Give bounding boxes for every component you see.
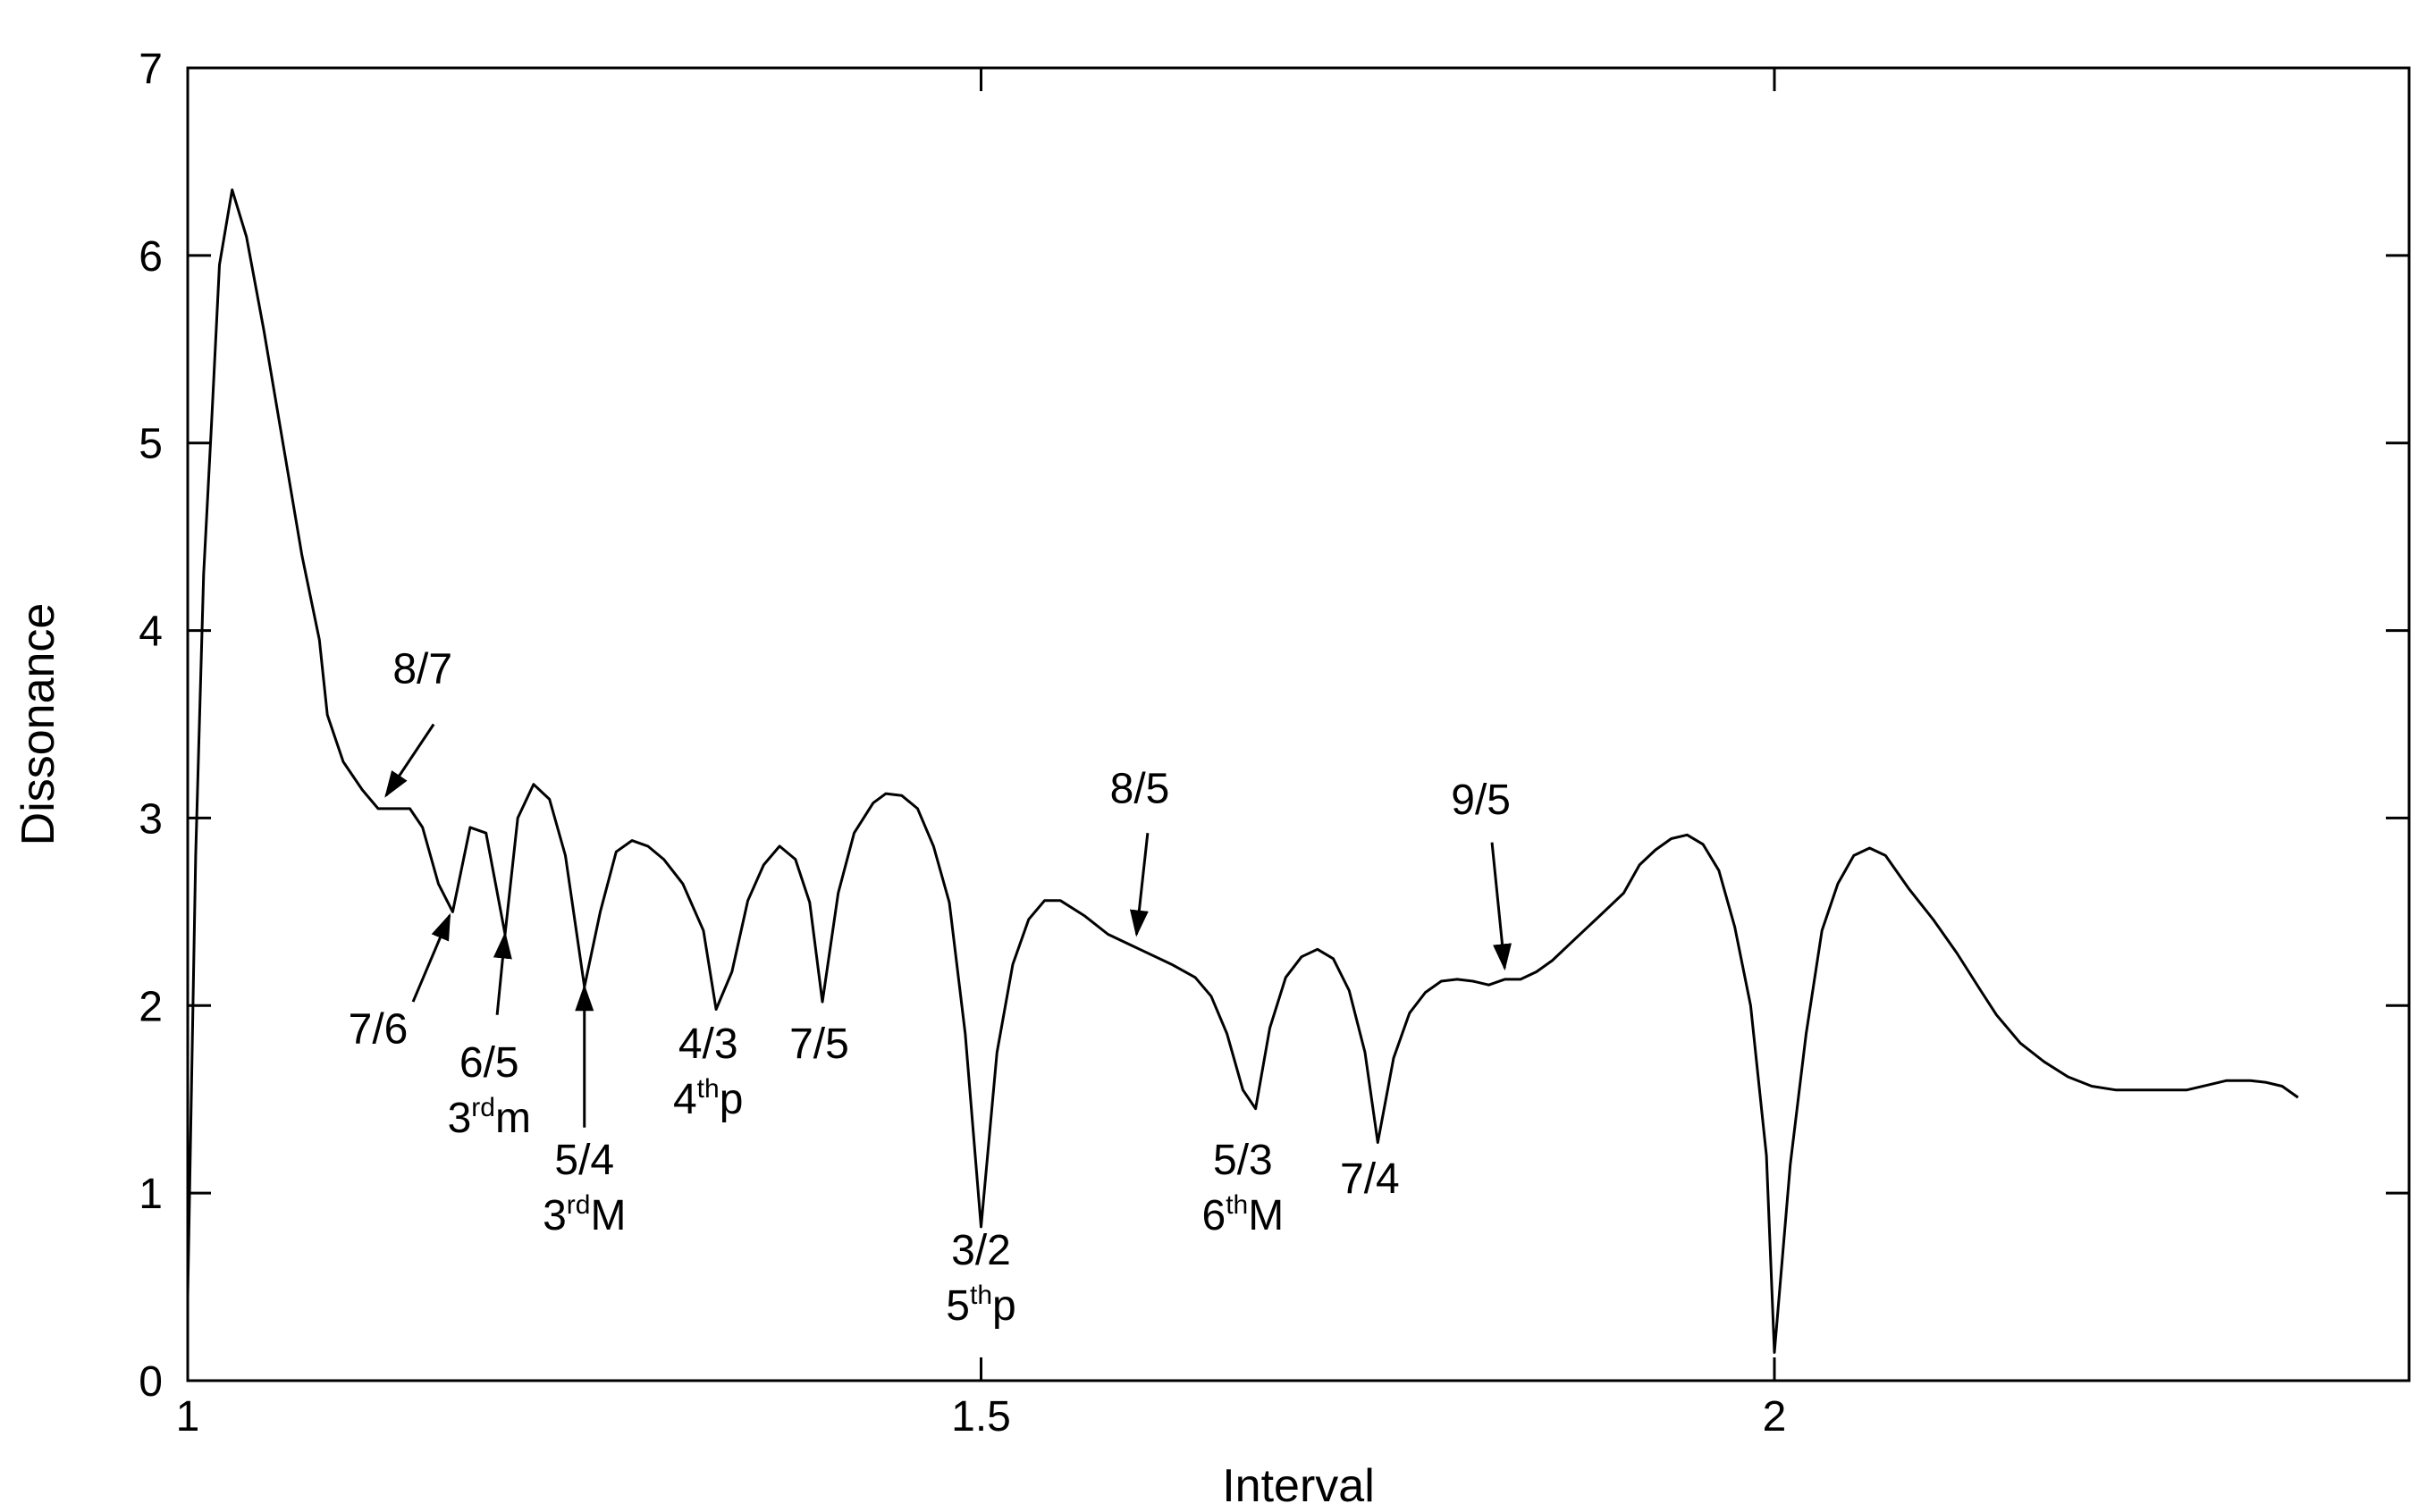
annotation-arrow	[493, 931, 512, 1015]
annotation-label: 4thp	[673, 1074, 743, 1123]
annotation-arrow	[384, 723, 435, 798]
axis-ticks	[186, 66, 2409, 1382]
interval-annotation: 5/3 6thM	[1202, 1137, 1285, 1239]
annotation-label: 5/4	[554, 1137, 614, 1184]
y-tick-label: 4	[139, 609, 163, 656]
x-tick-label: 1.5	[951, 1393, 1011, 1441]
y-tick-label: 0	[139, 1358, 163, 1406]
annotation-arrow	[1490, 842, 1512, 971]
interval-annotation: 6/5 3rdm	[448, 931, 531, 1142]
x-tick-label: 1	[176, 1393, 200, 1441]
y-tick-label: 7	[139, 46, 163, 93]
annotation-label: 3rdM	[543, 1190, 626, 1239]
annotation-label: 9/5	[1451, 777, 1511, 824]
y-tick-label: 6	[139, 233, 163, 281]
interval-annotation: 7/6	[349, 912, 451, 1053]
y-tick-label: 5	[139, 421, 163, 468]
interval-annotation: 8/5	[1110, 766, 1170, 937]
annotation-label: 5/3	[1213, 1137, 1273, 1184]
interval-annotation: 4/3 4thp	[673, 1021, 743, 1123]
annotation-label: 6thM	[1202, 1190, 1285, 1239]
interval-annotation: 9/5	[1451, 777, 1512, 971]
annotation-label: 4/3	[678, 1021, 738, 1068]
annotation-label: 7/5	[789, 1021, 849, 1068]
y-tick-label: 2	[139, 983, 163, 1030]
interval-annotation: 5/4 3rdM	[543, 984, 626, 1239]
annotation-label: 8/7	[392, 645, 452, 693]
y-tick-label: 3	[139, 795, 163, 843]
annotation-label: 3/2	[951, 1227, 1011, 1274]
annotation-label: 7/4	[1340, 1155, 1400, 1203]
annotation-label: 8/5	[1110, 766, 1170, 813]
annotation-label: 6/5	[459, 1039, 519, 1087]
x-tick-label: 2	[1763, 1393, 1787, 1441]
annotation-arrow	[1129, 833, 1150, 937]
annotation-label: 3rdm	[448, 1093, 531, 1142]
interval-annotation: 7/4	[1340, 1155, 1400, 1203]
annotation-arrow	[411, 912, 451, 1003]
annotation-label: 5thp	[946, 1281, 1015, 1330]
dissonance-curve	[186, 188, 2299, 1354]
y-tick-label: 1	[139, 1171, 163, 1218]
interval-annotations: 8/7 7/6 6/5 3rdm 5/4 3rdM 4/3 4thp 7/5 3/2 5thp 8/5…	[349, 645, 1512, 1330]
interval-annotation: 7/5	[789, 1021, 849, 1068]
plot-frame	[186, 66, 2411, 1382]
annotation-label: 7/6	[349, 1005, 409, 1053]
interval-annotation: 3/2 5thp	[946, 1227, 1015, 1330]
x-axis-title: Interval	[1222, 1460, 1375, 1512]
y-axis-title: Dissonance	[13, 603, 64, 846]
interval-annotation: 8/7	[384, 645, 452, 798]
